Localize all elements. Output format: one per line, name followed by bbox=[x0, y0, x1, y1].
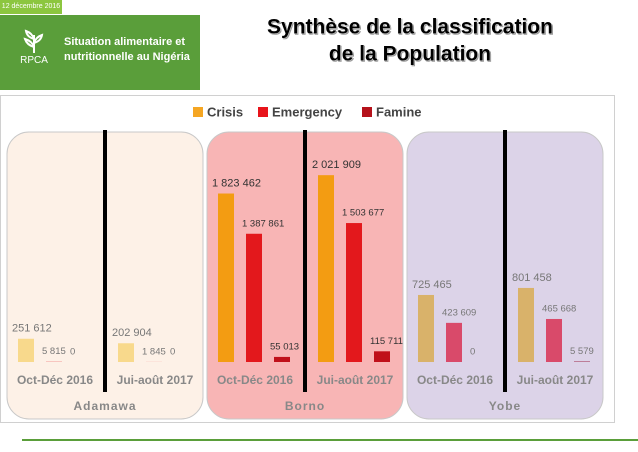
header-subtitle: Situation alimentaire et nutritionnelle … bbox=[64, 36, 190, 63]
logo-text: RPCA bbox=[20, 55, 48, 66]
bar bbox=[318, 175, 334, 362]
group-label: Adamawa bbox=[73, 399, 136, 413]
value-label: 0 bbox=[170, 347, 175, 358]
chart-title: de la Population bbox=[329, 43, 491, 66]
value-label: 725 465 bbox=[412, 279, 452, 291]
x-tick-label: Jui-août 2017 bbox=[117, 373, 194, 387]
value-label: 0 bbox=[470, 347, 475, 358]
chart-title: Synthèse de la classification bbox=[267, 16, 553, 39]
bar bbox=[446, 322, 462, 362]
value-label: 465 668 bbox=[542, 303, 576, 314]
value-label: 5 579 bbox=[570, 346, 594, 357]
value-label: 251 612 bbox=[12, 323, 52, 335]
group-label: Borno bbox=[285, 399, 325, 413]
group-label: Yobe bbox=[489, 399, 521, 413]
value-label: 115 711 bbox=[370, 336, 403, 347]
bar bbox=[518, 287, 534, 362]
chart-frame bbox=[0, 95, 615, 423]
value-label: 202 904 bbox=[112, 327, 152, 339]
bar bbox=[418, 294, 434, 362]
x-tick-label: Oct-Déc 2016 bbox=[217, 373, 293, 387]
value-label: 1 387 861 bbox=[242, 218, 284, 229]
bar bbox=[546, 318, 562, 362]
value-label: 1 503 677 bbox=[342, 208, 384, 219]
legend-label: Emergency bbox=[272, 104, 343, 119]
legend-label: Crisis bbox=[207, 104, 243, 119]
header-box: RPCA Situation alimentaire et nutritionn… bbox=[0, 15, 200, 90]
logo-icon bbox=[23, 29, 44, 53]
value-label: 2 021 909 bbox=[312, 159, 361, 171]
value-label: 0 bbox=[70, 347, 75, 358]
bar bbox=[118, 343, 134, 362]
bar bbox=[218, 193, 234, 362]
value-label: 5 815 bbox=[42, 346, 66, 357]
bar bbox=[46, 361, 62, 362]
value-label: 1 845 bbox=[142, 346, 166, 357]
value-label: 55 013 bbox=[270, 341, 299, 352]
value-label: 423 609 bbox=[442, 307, 476, 318]
date: 12 décembre 2016 bbox=[0, 0, 62, 14]
legend-swatch bbox=[193, 107, 203, 117]
x-tick-label: Oct-Déc 2016 bbox=[17, 373, 93, 387]
x-tick-label: Jui-août 2017 bbox=[517, 373, 594, 387]
bar bbox=[246, 233, 262, 362]
bar bbox=[574, 361, 590, 362]
value-label: 1 823 462 bbox=[212, 177, 261, 189]
legend-swatch bbox=[258, 107, 268, 117]
x-tick-label: Oct-Déc 2016 bbox=[417, 373, 493, 387]
value-label: 801 458 bbox=[512, 272, 552, 284]
logo: RPCA bbox=[12, 29, 56, 66]
bar bbox=[374, 351, 390, 362]
x-tick-label: Jui-août 2017 bbox=[317, 373, 394, 387]
bar bbox=[18, 338, 34, 362]
bar bbox=[346, 223, 362, 362]
legend-label: Famine bbox=[376, 104, 422, 119]
bar bbox=[274, 356, 290, 362]
legend-swatch bbox=[362, 107, 372, 117]
